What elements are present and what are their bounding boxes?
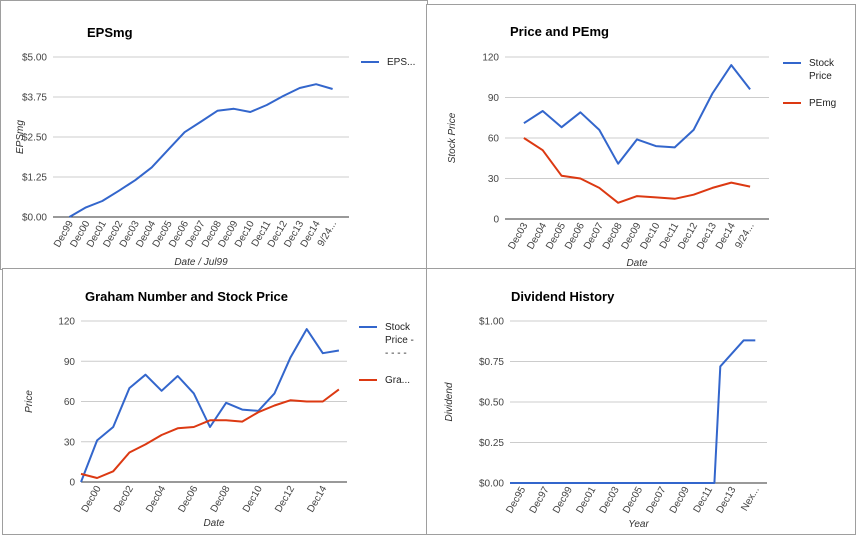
series-line xyxy=(80,388,340,479)
y-tick-label: $0.50 xyxy=(479,398,504,409)
x-tick-label: Dec11 xyxy=(692,485,716,515)
x-tick-label: Dec01 xyxy=(574,485,598,516)
series-line xyxy=(523,64,751,165)
chart-title: Price and PEmg xyxy=(510,24,609,39)
chart-title: EPSmg xyxy=(87,25,133,40)
x-tick-label: Dec02 xyxy=(112,484,136,515)
y-tick-label: $5.00 xyxy=(22,53,47,64)
chart-svg: Dividend History $0.00 $0.25 $0.50 $0.75 $1.0… xyxy=(444,289,767,530)
x-tick-label: Dec13 xyxy=(715,485,739,516)
series-line xyxy=(523,137,751,204)
series-line xyxy=(80,328,340,483)
x-tick-label: Dec12 xyxy=(273,484,297,515)
y-tick-label: $3.75 xyxy=(22,93,47,104)
chart-svg: Price and PEmg0306090120Dec03Dec04Dec05D… xyxy=(447,24,836,269)
y-tick-label: 30 xyxy=(488,174,500,185)
legend-label: Stock Price -- - - - xyxy=(385,322,414,359)
legend-label: PEmg xyxy=(809,98,836,109)
y-tick-label: $0.00 xyxy=(479,479,504,490)
chart-panel-epsmg: EPSmg $0.00 $1.25 $2.50 $3.75 $5.00 Dec99 Dec00… xyxy=(0,0,428,270)
x-tick-label: Dec08 xyxy=(209,484,233,515)
chart-svg: Graham Number and Stock Price 0 30 60 90 120 D… xyxy=(24,289,414,529)
y-tick-label: $0.75 xyxy=(479,357,504,368)
x-tick-label: 9/24... xyxy=(733,221,756,251)
y-axis-label: Price xyxy=(24,390,35,413)
series-line xyxy=(68,83,333,218)
y-tick-label: 90 xyxy=(488,93,500,104)
legend-label: Stock Price xyxy=(809,58,835,82)
x-tick-label: Dec07 xyxy=(644,485,668,516)
y-axis-label: Stock Price xyxy=(447,112,458,163)
y-axis-label: Dividend xyxy=(444,382,455,421)
x-tick-label: Dec97 xyxy=(528,485,552,516)
x-tick-label: Dec00 xyxy=(80,484,104,515)
chart-title: Dividend History xyxy=(511,289,615,304)
y-tick-label: 90 xyxy=(64,357,76,368)
x-axis-label: Year xyxy=(628,519,649,530)
y-tick-label: 120 xyxy=(58,317,75,328)
x-axis-label: Date xyxy=(626,258,648,269)
y-tick-label: $1.25 xyxy=(22,173,47,184)
y-tick-label: 120 xyxy=(482,53,499,64)
y-tick-label: 60 xyxy=(488,134,500,145)
x-tick-label: Dec04 xyxy=(144,484,168,515)
x-tick-label: Dec99 xyxy=(551,485,575,516)
y-axis-label: EPSmg xyxy=(15,120,26,154)
legend-label: Gra... xyxy=(385,375,410,386)
x-tick-label: Dec95 xyxy=(504,485,528,516)
y-tick-label: 0 xyxy=(69,478,75,489)
legend-label: EPS... xyxy=(387,57,415,68)
x-tick-label: Dec05 xyxy=(621,485,645,516)
chart-svg: EPSmg$0.00$1.25$2.50$3.75$5.00Dec99Dec00… xyxy=(15,25,415,268)
x-axis-label: Date xyxy=(203,518,225,529)
x-tick-label: Dec14 xyxy=(305,484,329,515)
chart-title: Graham Number and Stock Price xyxy=(85,289,288,304)
x-axis-label: Date / Jul99 xyxy=(174,257,228,268)
x-tick-label: Nex... xyxy=(739,485,762,513)
y-tick-label: $2.50 xyxy=(22,133,47,144)
y-tick-label: $0.25 xyxy=(479,438,504,449)
y-tick-label: $0.00 xyxy=(22,213,47,224)
x-tick-label: Dec03 xyxy=(598,485,622,516)
y-tick-label: 60 xyxy=(64,397,76,408)
chart-panel-price-pemg: Price and PEmg 0 30 60 90 120 Dec03 Dec04 Dec05 D… xyxy=(426,4,856,270)
x-tick-label: Dec10 xyxy=(241,484,265,515)
y-tick-label: 30 xyxy=(64,437,76,448)
x-tick-label: Dec06 xyxy=(176,484,200,515)
y-tick-label: $1.00 xyxy=(479,317,504,328)
x-tick-label: Dec09 xyxy=(668,485,692,516)
series-line xyxy=(510,339,756,484)
chart-panel-graham: Graham Number and Stock Price 0 30 60 90 120 D… xyxy=(2,268,428,535)
chart-panel-dividend: Dividend History $0.00 $0.25 $0.50 $0.75 $1.0… xyxy=(426,268,856,535)
y-tick-label: 0 xyxy=(493,215,499,226)
